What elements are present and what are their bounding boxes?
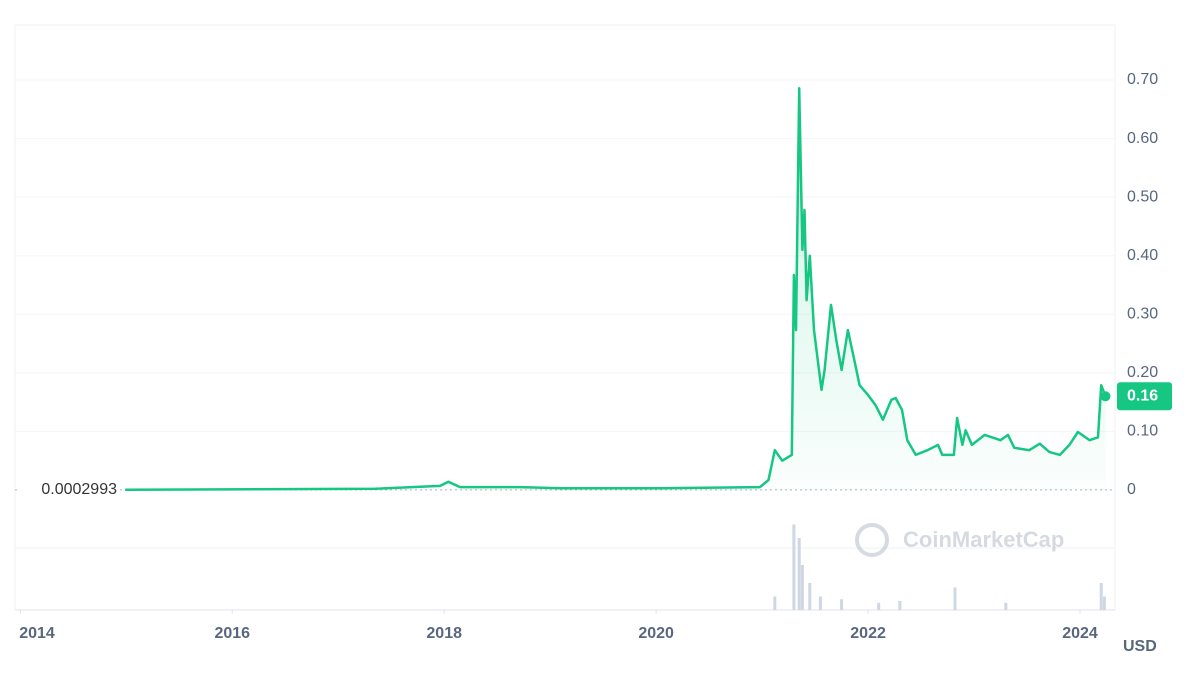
x-tick-label: 2022 <box>850 625 886 642</box>
volume-bar <box>797 538 801 610</box>
volume-bar <box>800 565 804 610</box>
y-tick-label: 0.30 <box>1127 306 1158 323</box>
volume-bar <box>1099 583 1103 610</box>
price-line <box>125 86 1107 492</box>
y-tick-label: 0.40 <box>1127 247 1158 264</box>
x-tick-label: 2024 <box>1062 625 1098 642</box>
start-price-label: 0.0002993 <box>41 481 117 498</box>
last-price-dot <box>1100 391 1111 402</box>
volume-bar <box>840 599 844 610</box>
start-price-bg <box>18 478 120 501</box>
volume-bar <box>898 601 902 610</box>
y-tick-label: 0.20 <box>1127 364 1158 381</box>
volume-bar <box>877 602 881 610</box>
x-tick-label: 2016 <box>214 625 250 642</box>
x-tick-label: 2018 <box>426 625 462 642</box>
volume-bar <box>808 583 812 610</box>
price-area <box>125 88 1106 490</box>
y-tick-label: 0.50 <box>1127 188 1158 205</box>
volume-bar <box>953 587 957 610</box>
watermark-text: CoinMarketCap <box>903 527 1064 552</box>
y-tick-label: 0.60 <box>1127 130 1158 147</box>
x-tick-label: 2020 <box>638 625 674 642</box>
x-tick-label: 2014 <box>19 625 55 642</box>
current-price-box <box>1117 382 1172 411</box>
volume-bar <box>818 596 822 610</box>
volume-bar <box>792 524 796 610</box>
volume-bar <box>1102 596 1106 610</box>
volume-bar <box>1004 602 1008 610</box>
y-tick-label: 0.70 <box>1127 71 1158 88</box>
watermark: CoinMarketCap <box>855 523 1064 557</box>
y-tick-label: 0 <box>1127 481 1136 498</box>
volume-bar <box>773 596 777 610</box>
currency-label: USD <box>1123 638 1157 655</box>
y-tick-label: 0.10 <box>1127 423 1158 440</box>
current-price-label: 0.16 <box>1127 388 1158 405</box>
